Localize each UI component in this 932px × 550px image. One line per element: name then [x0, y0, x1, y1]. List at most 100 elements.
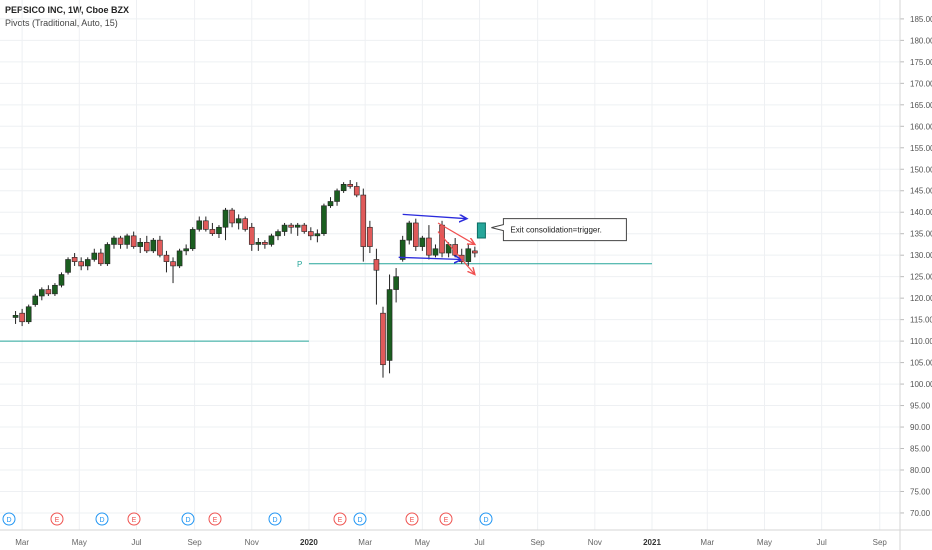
y-tick-label: 105.00: [910, 359, 932, 368]
candle-body: [189, 229, 196, 250]
event-label: D: [483, 517, 488, 524]
candle-body: [117, 237, 124, 245]
earnings-marker[interactable]: [208, 512, 222, 526]
event-label: E: [213, 517, 218, 524]
dividend-marker[interactable]: [268, 512, 282, 526]
candle-body: [353, 186, 360, 196]
earnings-marker[interactable]: [405, 512, 419, 526]
candle-body: [124, 235, 130, 245]
y-tick-label: 115.00: [910, 316, 932, 325]
candle-body: [111, 237, 117, 245]
candle-body: [209, 229, 216, 235]
earnings-marker[interactable]: [50, 512, 64, 526]
candle-body: [216, 226, 222, 235]
candle-body: [334, 190, 340, 202]
candle-body: [314, 233, 321, 237]
x-tick-label: May: [72, 538, 87, 547]
x-tick-label: Mar: [700, 538, 714, 547]
red-arrow-upper: [437, 222, 475, 244]
y-tick-label: 110.00: [910, 337, 932, 346]
candle-body: [340, 183, 347, 192]
x-tick-label: Nov: [245, 538, 259, 547]
event-label: E: [55, 517, 60, 524]
candle-body: [294, 224, 301, 228]
candle-body: [465, 248, 472, 262]
candle-body: [472, 250, 478, 254]
dividend-marker[interactable]: [95, 512, 109, 526]
candle-body: [32, 295, 39, 305]
candle-body: [157, 239, 163, 256]
dividend-marker[interactable]: [2, 512, 16, 526]
annotation-marker: [476, 222, 486, 239]
candle-body: [235, 218, 242, 224]
dividend-marker[interactable]: [479, 512, 493, 526]
candle-body: [347, 183, 353, 187]
y-tick-label: 120.00: [910, 294, 932, 303]
candle-body: [150, 239, 157, 252]
candle-body: [71, 257, 78, 262]
candle-body: [104, 244, 111, 265]
y-tick-label: 180.00: [910, 36, 932, 45]
y-tick-label: 130.00: [910, 251, 932, 260]
candle-body: [183, 248, 189, 252]
x-tick-label: Sep: [531, 538, 546, 547]
candle-body: [380, 312, 386, 366]
annotation-text: Exit consolidation=trigger.: [510, 226, 601, 235]
y-tick-label: 145.00: [910, 187, 932, 196]
candle-body: [65, 259, 71, 273]
chart-title: PEPSICO INC, 1W, Cboe BZX: [5, 5, 130, 15]
candle-body: [406, 222, 413, 241]
candle-body: [143, 241, 150, 252]
candle-body: [222, 209, 229, 228]
candle-body: [45, 289, 52, 295]
y-tick-label: 165.00: [910, 101, 932, 110]
x-tick-label: Jul: [474, 538, 484, 547]
candle-body: [203, 220, 209, 230]
x-tick-label: Sep: [187, 538, 202, 547]
earnings-marker[interactable]: [439, 512, 453, 526]
candle-body: [268, 235, 275, 245]
candle-body: [275, 231, 281, 237]
x-tick-label: Mar: [358, 538, 372, 547]
y-tick-label: 175.00: [910, 58, 932, 67]
y-tick-label: 135.00: [910, 230, 932, 239]
candle-body: [452, 244, 458, 256]
y-tick-label: 85.00: [910, 445, 931, 454]
earnings-marker[interactable]: [333, 512, 347, 526]
candle-body: [78, 261, 84, 267]
candle-body: [393, 276, 399, 290]
candle-body: [373, 259, 380, 271]
candle-body: [229, 209, 235, 224]
y-tick-label: 125.00: [910, 273, 932, 282]
red-arrow-lower: [437, 231, 475, 275]
annotation-callout: [491, 218, 627, 242]
x-tick-label: Jul: [817, 538, 827, 547]
candle-body: [386, 289, 393, 361]
event-label: D: [272, 517, 277, 524]
candle-body: [25, 306, 32, 323]
x-tick-label: Mar: [15, 538, 29, 547]
event-label: D: [99, 517, 104, 524]
candle-body: [84, 259, 91, 267]
y-tick-label: 70.00: [910, 509, 931, 518]
candle-body: [301, 224, 308, 232]
x-tick-label: Sep: [873, 538, 888, 547]
dividend-marker[interactable]: [353, 512, 367, 526]
y-tick-label: 170.00: [910, 79, 932, 88]
candle-body: [248, 226, 255, 245]
event-label: D: [6, 517, 11, 524]
candle-body: [130, 235, 137, 247]
candle-body: [39, 289, 45, 297]
earnings-marker[interactable]: [127, 512, 141, 526]
y-tick-label: 80.00: [910, 466, 931, 475]
y-tick-label: 75.00: [910, 487, 931, 496]
dividend-marker[interactable]: [181, 512, 195, 526]
candle-body: [281, 224, 288, 232]
candle-body: [327, 201, 334, 207]
candle-body: [91, 252, 98, 260]
candle-body: [288, 224, 294, 228]
y-tick-label: 100.00: [910, 380, 932, 389]
x-tick-label: Nov: [588, 538, 602, 547]
y-tick-label: 185.00: [910, 15, 932, 24]
